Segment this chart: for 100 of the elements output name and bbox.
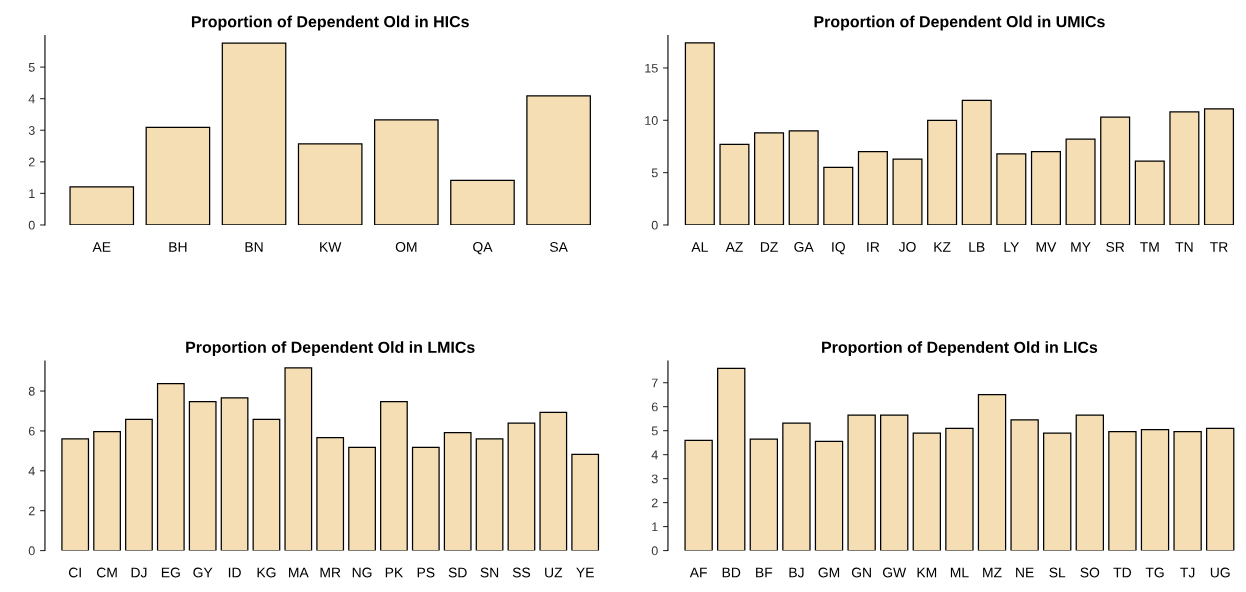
x-tick-label: SD (448, 567, 467, 578)
y-tick-label: 5 (28, 63, 35, 72)
x-tick-label: MV (1036, 242, 1057, 252)
x-tick-label: PK (385, 567, 404, 578)
y-tick-label: 0 (28, 546, 35, 556)
bar (1010, 419, 1039, 551)
x-tick-label: CI (68, 567, 81, 578)
x-tick-label: MZ (983, 567, 1002, 578)
x-tick-label: BH (169, 242, 187, 252)
x-tick-label: LB (969, 242, 985, 252)
bar (539, 411, 568, 551)
bar (284, 367, 313, 551)
x-tick-label: PS (417, 567, 435, 578)
bar (857, 151, 888, 225)
y-tick-label: 15 (645, 63, 658, 73)
bar (475, 438, 504, 551)
x-tick-label: GY (193, 567, 213, 578)
bar (450, 179, 515, 225)
y-tick-label: 2 (28, 157, 35, 167)
y-tick-label: 7 (651, 378, 658, 388)
x-tick-label: SA (549, 241, 568, 252)
x-tick-label: SO (1080, 567, 1100, 578)
bar (1203, 108, 1235, 225)
chart-title: Proportion of Dependent Old in HICs (191, 15, 469, 31)
x-tick-label: AL (691, 242, 708, 252)
x-tick-label: IQ (832, 241, 845, 255)
bar (1140, 429, 1170, 551)
x-tick-label: SN (480, 567, 499, 578)
y-tick-label: 4 (28, 466, 35, 476)
x-tick-label: KZ (934, 242, 951, 252)
x-tick-label: NG (352, 567, 372, 578)
x-tick-label: TJ (1180, 567, 1195, 578)
bar (996, 153, 1027, 225)
y-tick-label: 6 (651, 402, 658, 412)
x-tick-label: ML (950, 567, 969, 578)
bar (684, 439, 713, 551)
bar (61, 438, 90, 551)
bar (1030, 151, 1061, 225)
bar (1043, 432, 1072, 551)
bar (1169, 111, 1200, 225)
bar (526, 95, 591, 225)
bar (1206, 427, 1235, 551)
bar (1065, 138, 1096, 225)
bar (945, 427, 974, 551)
chart-title: Proportion of Dependent Old in LMICs (186, 341, 475, 357)
x-tick-label: TM (1140, 242, 1159, 252)
x-tick-label: YE (576, 567, 594, 578)
x-tick-label: SR (1106, 241, 1125, 252)
bar (912, 432, 942, 551)
bar (1100, 116, 1131, 225)
y-tick-label: 0 (651, 220, 658, 230)
bar (749, 438, 779, 551)
bar (847, 414, 876, 551)
x-tick-label: MY (1071, 242, 1091, 252)
x-tick-label: DJ (131, 567, 147, 578)
chart-title: Proportion of Dependent Old in UMICs (814, 15, 1105, 31)
x-tick-label: UG (1210, 567, 1230, 578)
x-tick-label: QA (473, 241, 493, 255)
x-tick-label: MR (320, 567, 341, 578)
bar (571, 453, 600, 551)
x-tick-label: TN (1175, 242, 1193, 252)
x-tick-label: OM (395, 241, 417, 252)
x-tick-label: AF (689, 567, 707, 578)
x-tick-label: UZ (545, 567, 563, 578)
x-tick-label: EG (161, 567, 180, 578)
x-tick-label: TR (1210, 242, 1228, 252)
bar (717, 367, 746, 551)
bar (927, 119, 958, 225)
bar (754, 132, 785, 225)
x-tick-label: CM (96, 567, 117, 578)
y-tick-label: 3 (28, 126, 35, 135)
y-tick-label: 5 (651, 168, 658, 178)
bar (69, 186, 135, 225)
x-tick-label: GA (794, 241, 814, 252)
x-tick-label: LY (1004, 242, 1020, 252)
x-tick-label: KM (917, 567, 937, 578)
bar (443, 432, 472, 551)
y-tick-label: 10 (645, 116, 658, 125)
bar (221, 42, 287, 225)
x-tick-label: KG (257, 567, 276, 578)
x-tick-label: GW (882, 567, 907, 578)
x-tick-label: BJ (789, 567, 804, 578)
x-tick-label: KW (320, 242, 342, 252)
bar (977, 394, 1007, 551)
bar (373, 119, 439, 225)
bar (297, 143, 363, 225)
x-tick-label: GM (818, 567, 840, 578)
y-tick-label: 1 (29, 189, 35, 198)
x-tick-label: AE (92, 242, 111, 252)
x-tick-label: AZ (725, 242, 743, 252)
x-tick-label: BD (722, 567, 741, 578)
x-tick-label: BF (756, 567, 773, 578)
bar (1108, 430, 1137, 551)
bar (719, 143, 750, 225)
bar (156, 383, 185, 551)
bar (93, 430, 121, 551)
x-tick-label: SL (1049, 567, 1066, 578)
y-tick-label: 3 (651, 474, 658, 484)
bar (1173, 430, 1202, 551)
y-tick-label: 4 (651, 450, 658, 460)
